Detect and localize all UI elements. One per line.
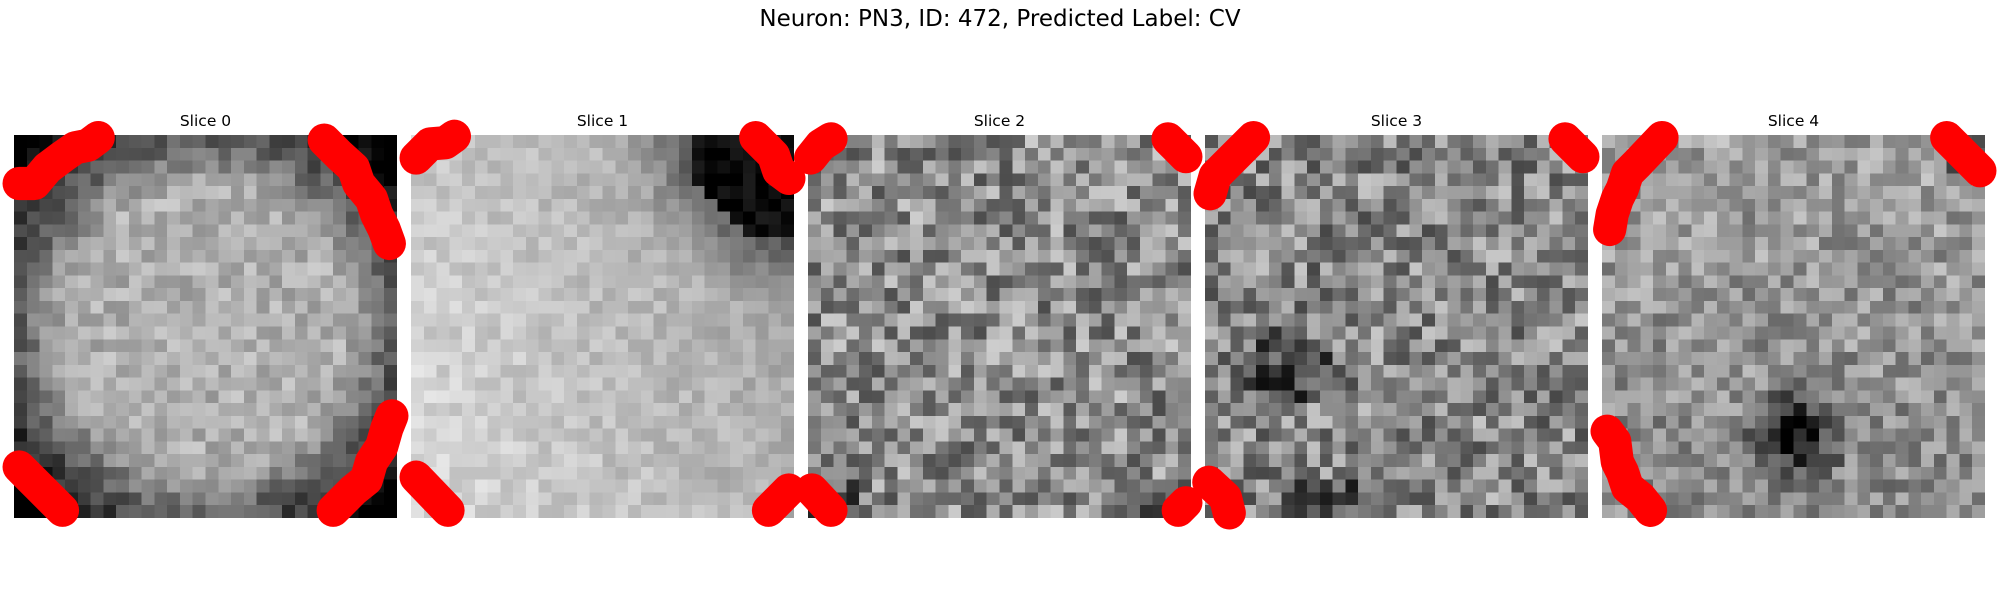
slice-image — [14, 135, 397, 518]
contour-line — [399, 119, 472, 175]
slice-panel-3: Slice 3 — [1192, 110, 1600, 530]
contour-line — [1548, 122, 1600, 174]
contour-line — [2, 120, 115, 201]
slice-title: Slice 2 — [973, 112, 1026, 130]
contour-overlay — [2, 120, 409, 527]
slice-panel-4: Slice 4 — [1590, 110, 1997, 527]
contour-line — [793, 122, 848, 175]
contour-overlay — [793, 122, 1203, 527]
contour-overlay — [399, 119, 806, 527]
contour-line — [307, 123, 406, 261]
contour-line — [1930, 120, 1997, 188]
slice-title: Slice 4 — [1767, 112, 1820, 130]
contour-line — [739, 120, 806, 196]
contour-line — [2, 450, 80, 527]
slice-image — [1205, 135, 1588, 518]
contour-line — [1192, 465, 1246, 530]
slice-panel-2: Slice 2 — [793, 110, 1203, 527]
contour-line — [1593, 120, 1679, 247]
slice-image — [411, 135, 794, 518]
slice-title: Slice 0 — [179, 112, 232, 130]
contour-line — [316, 399, 409, 527]
slice-image — [1602, 135, 1985, 518]
contour-overlay — [1192, 120, 1600, 530]
slice-panel-0: Slice 0 — [2, 110, 409, 527]
slice-panel-1: Slice 1 — [399, 110, 806, 527]
slice-title: Slice 3 — [1370, 112, 1423, 130]
figure-title: Neuron: PN3, ID: 472, Predicted Label: C… — [759, 6, 1241, 32]
contour-line — [399, 460, 465, 527]
contour-line — [1193, 120, 1271, 211]
slice-image — [808, 135, 1191, 518]
contour-line — [1151, 122, 1203, 174]
slice-title: Slice 1 — [576, 112, 629, 130]
contour-line — [1590, 414, 1668, 527]
contour-overlay — [1590, 120, 1997, 527]
contour-line — [795, 473, 848, 527]
contour-line — [1161, 486, 1203, 527]
contour-line — [751, 473, 806, 527]
